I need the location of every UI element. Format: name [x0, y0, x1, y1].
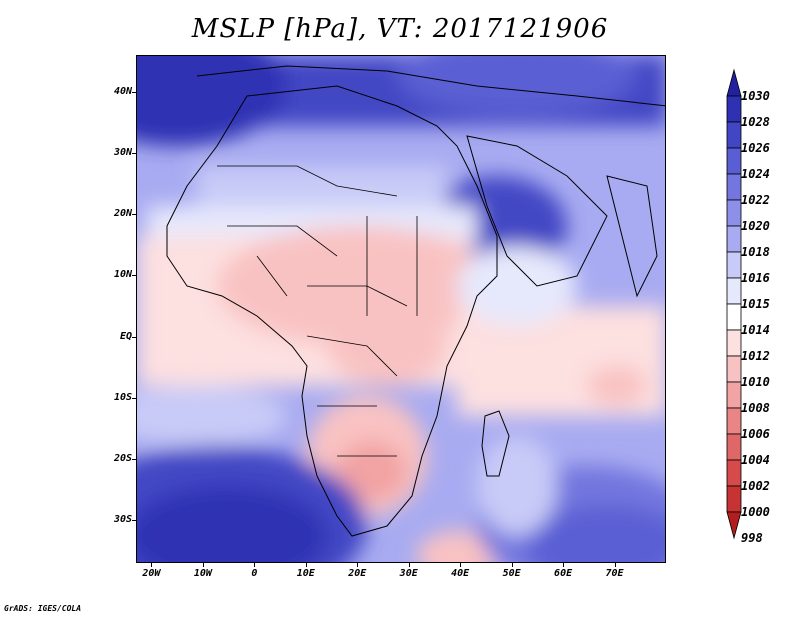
coastline	[166, 85, 498, 537]
lon-tick-label: 10W	[193, 568, 212, 579]
colorbar-level-label: 1026	[741, 141, 770, 155]
lat-tick-label: 30N	[113, 146, 132, 158]
lat-tick-mark	[132, 458, 136, 460]
colorbar-swatch	[726, 303, 742, 331]
lat-tick-mark	[132, 91, 136, 93]
colorbar-level-label: 1030	[741, 89, 770, 103]
lon-tick-mark	[460, 563, 462, 567]
lon-tick-label: 10E	[296, 568, 315, 579]
coastline-madagascar	[481, 410, 510, 477]
colorbar-level-label: 1002	[741, 479, 770, 493]
country-borders	[217, 165, 418, 457]
colorbar-level-label: 1010	[741, 375, 770, 389]
lat-tick-mark	[132, 397, 136, 399]
colorbar-level-label: 1004	[741, 453, 770, 467]
lon-tick-label: 50E	[502, 568, 521, 579]
lat-tick-label: 10N	[113, 269, 132, 281]
colorbar-swatch	[726, 121, 742, 149]
colorbar-level-label: 1020	[741, 219, 770, 233]
lon-tick-mark	[305, 563, 307, 567]
lat-tick-label: 30S	[113, 514, 132, 526]
lon-tick-label: 60E	[554, 568, 573, 579]
lat-tick-label: 10S	[113, 391, 132, 403]
lon-tick-label: 30E	[399, 568, 418, 579]
colorbar-level-label: 1006	[741, 427, 770, 441]
colorbar-level-label: 1012	[741, 349, 770, 363]
chart-title: MSLP [hPa], VT: 2017121906	[191, 14, 609, 44]
colorbar-swatch	[726, 485, 742, 513]
colorbar-swatch	[726, 173, 742, 201]
colorbar-swatch	[726, 199, 742, 227]
coastline-india	[606, 175, 658, 298]
coastline-arabia	[466, 135, 608, 287]
lat-tick-label: 20S	[113, 452, 132, 464]
lon-tick-mark	[254, 563, 256, 567]
colorbar	[726, 68, 742, 540]
colorbar-level-label: 1000	[741, 505, 770, 519]
lat-tick-label: EQ	[119, 330, 132, 342]
lat-tick-label: 40N	[113, 85, 132, 97]
colorbar-swatch	[726, 407, 742, 435]
colorbar-level-label: 1014	[741, 323, 770, 337]
colorbar-swatch	[726, 277, 742, 305]
colorbar-level-label: 1024	[741, 167, 770, 181]
lon-tick-mark	[357, 563, 359, 567]
lon-tick-mark	[511, 563, 513, 567]
colorbar-swatch	[726, 147, 742, 175]
colorbar-swatch	[726, 329, 742, 357]
colorbar-swatch	[726, 355, 742, 383]
colorbar-swatch	[726, 225, 742, 253]
colorbar-level-label: 1028	[741, 115, 770, 129]
lat-tick-mark	[132, 275, 136, 277]
colorbar-min-arrow	[726, 511, 742, 540]
lat-tick-label: 20N	[113, 208, 132, 220]
footer-credit: GrADS: IGES/COLA	[4, 604, 82, 613]
lat-tick-mark	[132, 214, 136, 216]
lon-tick-mark	[408, 563, 410, 567]
colorbar-level-label: 1015	[741, 297, 770, 311]
colorbar-swatch	[726, 459, 742, 487]
lon-tick-label: 70E	[605, 568, 624, 579]
pressure-field	[137, 56, 665, 562]
colorbar-swatch	[726, 381, 742, 409]
lon-tick-mark	[563, 563, 565, 567]
lat-tick-mark	[132, 520, 136, 522]
colorbar-level-label: 1022	[741, 193, 770, 207]
colorbar-swatch	[726, 433, 742, 461]
lon-tick-label: 40E	[451, 568, 470, 579]
colorbar-level-label: 1008	[741, 401, 770, 415]
colorbar-level-label: 1016	[741, 271, 770, 285]
lon-tick-label: 0	[251, 568, 258, 579]
colorbar-level-label: 998	[741, 531, 763, 545]
lon-tick-label: 20E	[348, 568, 367, 579]
lon-tick-mark	[202, 563, 204, 567]
lon-tick-mark	[151, 563, 153, 567]
colorbar-swatch	[726, 95, 742, 123]
lat-tick-mark	[132, 336, 136, 338]
colorbar-level-label: 1018	[741, 245, 770, 259]
lon-tick-mark	[614, 563, 616, 567]
lon-tick-label: 20W	[142, 568, 161, 579]
coastline-europe	[196, 65, 665, 107]
lat-tick-mark	[132, 152, 136, 154]
colorbar-max-arrow	[726, 68, 742, 97]
map-panel	[136, 55, 666, 563]
colorbar-swatch	[726, 251, 742, 279]
